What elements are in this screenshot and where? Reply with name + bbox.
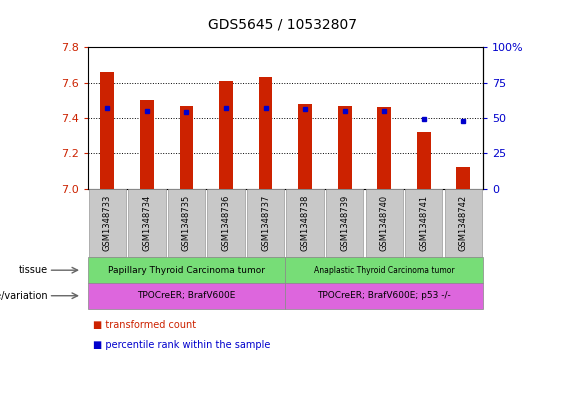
Text: GSM1348739: GSM1348739	[340, 195, 349, 251]
Text: GSM1348740: GSM1348740	[380, 195, 389, 251]
Text: GSM1348738: GSM1348738	[301, 195, 310, 251]
Bar	[338, 105, 351, 189]
Bar	[457, 167, 470, 189]
Bar	[259, 77, 272, 189]
Text: Papillary Thyroid Carcinoma tumor: Papillary Thyroid Carcinoma tumor	[108, 266, 265, 275]
Text: genotype/variation: genotype/variation	[0, 291, 48, 301]
Text: GSM1348736: GSM1348736	[221, 195, 231, 251]
Bar	[417, 132, 431, 189]
Bar	[219, 81, 233, 189]
Bar	[140, 100, 154, 189]
Bar	[377, 107, 391, 189]
Text: tissue: tissue	[19, 265, 48, 275]
Text: TPOCreER; BrafV600E; p53 -/-: TPOCreER; BrafV600E; p53 -/-	[318, 291, 451, 300]
Text: Anaplastic Thyroid Carcinoma tumor: Anaplastic Thyroid Carcinoma tumor	[314, 266, 454, 275]
Text: GSM1348733: GSM1348733	[103, 195, 112, 251]
Text: ■ transformed count: ■ transformed count	[93, 320, 197, 330]
Text: ■ percentile rank within the sample: ■ percentile rank within the sample	[93, 340, 271, 350]
Bar	[298, 104, 312, 189]
Text: GSM1348735: GSM1348735	[182, 195, 191, 251]
Text: GSM1348741: GSM1348741	[419, 195, 428, 251]
Text: GDS5645 / 10532807: GDS5645 / 10532807	[208, 18, 357, 32]
Text: GSM1348734: GSM1348734	[142, 195, 151, 251]
Text: GSM1348737: GSM1348737	[261, 195, 270, 251]
Bar	[101, 72, 114, 189]
Bar	[180, 105, 193, 189]
Text: GSM1348742: GSM1348742	[459, 195, 468, 251]
Text: TPOCreER; BrafV600E: TPOCreER; BrafV600E	[137, 291, 236, 300]
